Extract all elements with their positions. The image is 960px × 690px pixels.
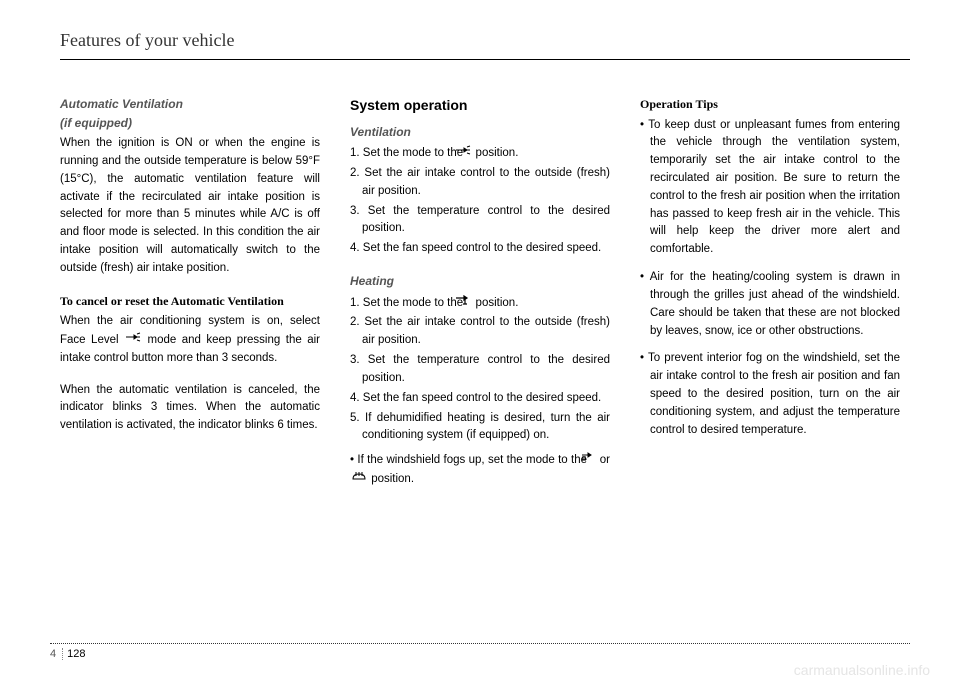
auto-vent-heading: Automatic Ventilation (if equipped) bbox=[60, 95, 320, 132]
defrost-icon bbox=[360, 470, 368, 488]
column-3: Operation Tips • To keep dust or unpleas… bbox=[640, 95, 900, 499]
fog-bullet: • If the windshield fogs up, set the mod… bbox=[350, 451, 610, 489]
cancel-reset-para2: When the automatic ventilation is cancel… bbox=[60, 382, 320, 435]
step-4: 4. Set the fan speed control to the desi… bbox=[350, 390, 610, 408]
face-level-icon bbox=[124, 331, 142, 349]
tip-2: • Air for the heating/cooling system is … bbox=[640, 269, 900, 340]
tip-3: • To prevent interior fog on the windshi… bbox=[640, 350, 900, 439]
step-3: 3. Set the temperature control to the de… bbox=[350, 352, 610, 388]
page-footer: 4 128 bbox=[50, 643, 910, 660]
heating-subheading: Heating bbox=[350, 272, 610, 291]
content-columns: Automatic Ventilation (if equipped) When… bbox=[50, 95, 910, 499]
step-2: 2. Set the air intake control to the out… bbox=[350, 165, 610, 201]
auto-vent-para: When the ignition is ON or when the engi… bbox=[60, 135, 320, 278]
page-number-value: 128 bbox=[67, 648, 85, 660]
step-4: 4. Set the fan speed control to the desi… bbox=[350, 240, 610, 258]
ventilation-subheading: Ventilation bbox=[350, 123, 610, 142]
page-header: Features of your vehicle bbox=[60, 30, 910, 60]
operation-tips-heading: Operation Tips bbox=[640, 95, 900, 114]
page-number: 4 128 bbox=[50, 648, 910, 660]
text-part: • If the windshield fogs up, set the mod… bbox=[350, 454, 590, 466]
cancel-reset-heading: To cancel or reset the Automatic Ventila… bbox=[60, 292, 320, 311]
dotted-rule bbox=[50, 643, 910, 644]
step-2: 2. Set the air intake control to the out… bbox=[350, 314, 610, 350]
column-2: System operation Ventilation 1. Set the … bbox=[350, 95, 610, 499]
heading-line1: Automatic Ventilation bbox=[60, 97, 183, 111]
ventilation-steps: 1. Set the mode to the position. 2. Set … bbox=[350, 144, 610, 258]
text-part: or bbox=[596, 454, 610, 466]
text-part: 1. Set the mode to the bbox=[350, 297, 466, 309]
text-part: 1. Set the mode to the bbox=[350, 147, 466, 159]
text-part: position. bbox=[472, 297, 518, 309]
step-1: 1. Set the mode to the position. bbox=[350, 294, 610, 313]
system-operation-heading: System operation bbox=[350, 95, 610, 117]
step-1: 1. Set the mode to the position. bbox=[350, 144, 610, 163]
cancel-reset-para1: When the air conditioning system is on, … bbox=[60, 313, 320, 367]
heating-steps: 1. Set the mode to the position. 2. Set … bbox=[350, 294, 610, 445]
text-part: position. bbox=[472, 147, 518, 159]
watermark: carmanualsonline.info bbox=[794, 662, 930, 678]
text-part: position. bbox=[368, 473, 414, 485]
step-3: 3. Set the temperature control to the de… bbox=[350, 203, 610, 239]
chapter-number: 4 bbox=[50, 648, 63, 660]
tip-1: • To keep dust or unpleasant fumes from … bbox=[640, 117, 900, 260]
heading-line2: (if equipped) bbox=[60, 116, 132, 130]
step-5: 5. If dehumidified heating is desired, t… bbox=[350, 410, 610, 446]
column-1: Automatic Ventilation (if equipped) When… bbox=[60, 95, 320, 499]
